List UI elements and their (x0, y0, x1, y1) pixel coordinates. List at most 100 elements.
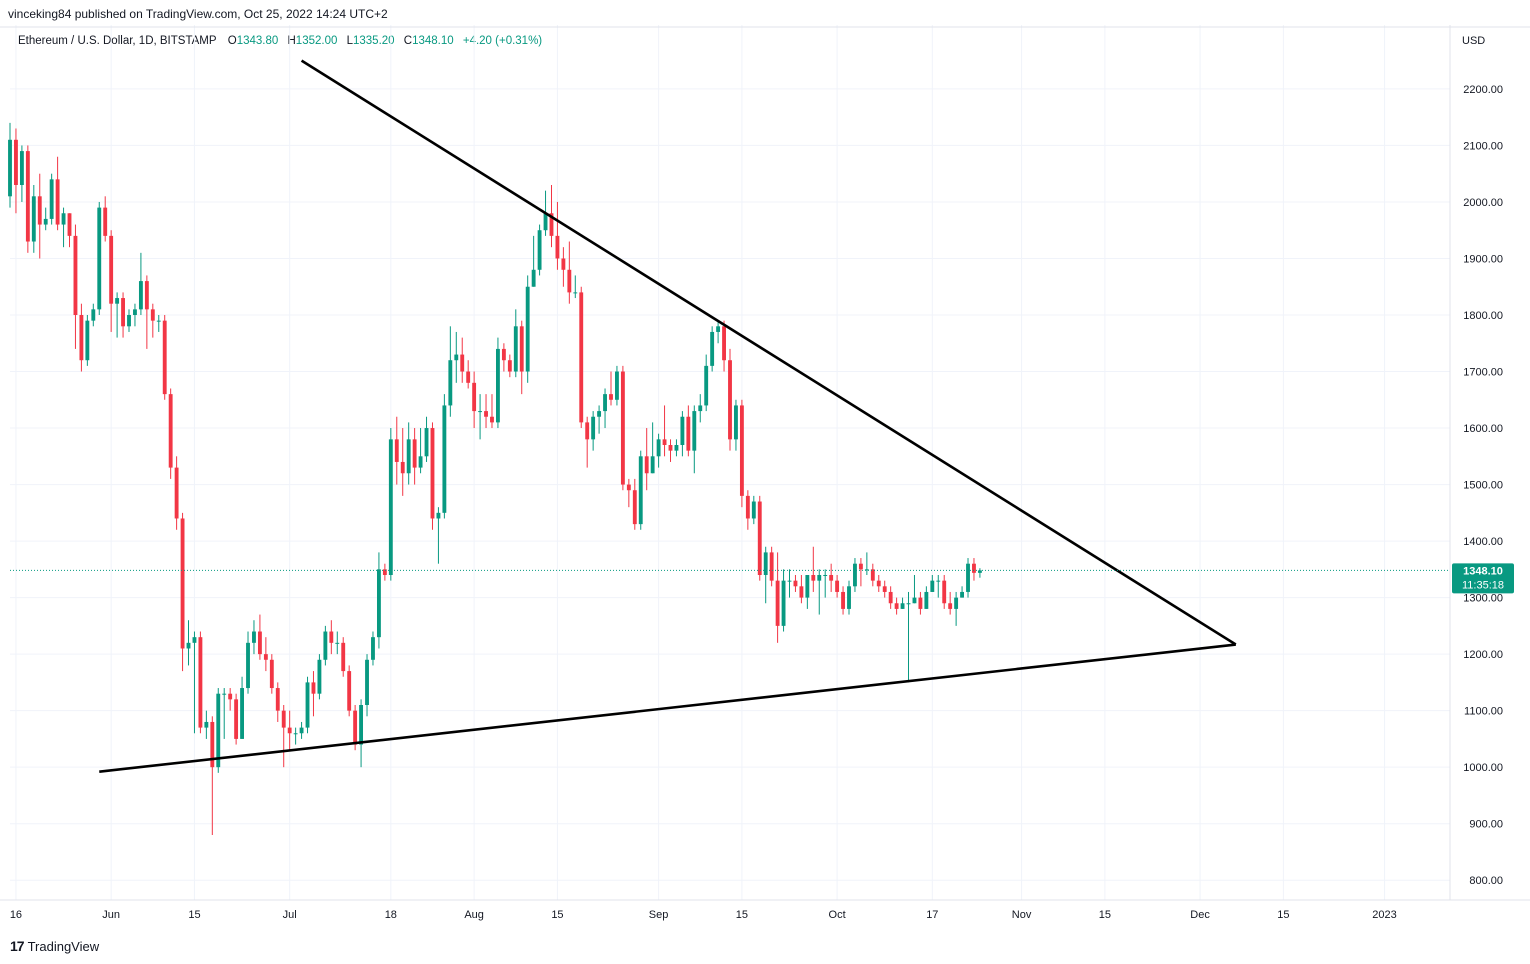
candle (882, 580, 887, 598)
currency-label[interactable]: USD (1462, 35, 1486, 47)
candle-body (906, 603, 911, 605)
candle (204, 710, 209, 739)
x-tick-label: 15 (551, 909, 563, 921)
candle-body (55, 179, 60, 225)
candle-body (954, 597, 959, 609)
candle (79, 303, 84, 372)
candle-body (430, 428, 435, 519)
candle (49, 173, 54, 225)
candle-body (942, 580, 947, 604)
candle-body (144, 281, 149, 310)
candle (484, 394, 488, 429)
candle (341, 637, 346, 677)
candle (281, 705, 286, 768)
candle-body (472, 382, 477, 412)
candle-body (133, 309, 137, 315)
low-value: 1335.20 (352, 35, 395, 47)
candle-body (757, 501, 762, 575)
candle (567, 241, 572, 304)
candle (436, 507, 441, 564)
candle-body (442, 405, 447, 513)
candle (615, 365, 619, 406)
candle (936, 575, 941, 598)
candle (257, 614, 262, 660)
candle (37, 173, 42, 259)
y-tick-label: 1300.00 (1463, 593, 1503, 605)
x-tick-label: 15 (188, 909, 200, 921)
y-tick-label: 1800.00 (1463, 310, 1503, 322)
candle (222, 688, 227, 739)
candle (382, 563, 387, 581)
candle (186, 620, 191, 666)
candle-body (198, 637, 203, 728)
candle-body (138, 281, 143, 310)
candle (460, 337, 465, 383)
publisher-line: vinceking84 published on TradingView.com… (8, 7, 388, 21)
tradingview-brand[interactable]: 17 TradingView (10, 938, 99, 954)
candle-body (531, 269, 536, 287)
candle-body (638, 456, 643, 525)
candle (775, 552, 780, 643)
candle (656, 433, 661, 468)
x-tick-label: Jun (102, 909, 120, 921)
open-label: O (227, 35, 237, 47)
y-tick-label: 1700.00 (1463, 367, 1503, 379)
candle (376, 552, 381, 649)
candle (680, 411, 685, 457)
candle (496, 337, 500, 429)
candle-body (335, 642, 340, 644)
candle (329, 620, 334, 655)
candle-body (745, 495, 750, 519)
candle-body (525, 286, 530, 372)
candle-body (823, 575, 828, 576)
x-tick-label: Aug (464, 909, 484, 921)
candle-body (14, 139, 18, 185)
candle-body (567, 269, 572, 293)
candle (299, 721, 304, 739)
candle (686, 405, 691, 457)
candle (864, 552, 869, 575)
candle (61, 207, 66, 248)
y-tick-label: 1100.00 (1464, 706, 1503, 718)
candle (829, 563, 834, 592)
candle-body (257, 631, 262, 655)
x-tick-label: Sep (649, 909, 669, 921)
candle-body (216, 693, 221, 768)
candle (501, 343, 506, 372)
candle-body (853, 563, 857, 587)
candle (365, 654, 369, 717)
candle (603, 388, 607, 429)
candle (734, 399, 738, 451)
candle (103, 196, 108, 242)
trendline (99, 643, 1236, 773)
candle (156, 315, 161, 332)
candle (466, 360, 471, 389)
candle (198, 631, 203, 734)
candle (168, 388, 173, 479)
x-tick-label: 15 (1277, 909, 1289, 921)
candle-body (454, 354, 459, 361)
candle (31, 185, 36, 253)
candle (472, 371, 477, 429)
candle (573, 275, 578, 299)
candle-body (948, 603, 953, 609)
candle (127, 309, 131, 332)
x-tick-label: 15 (1099, 909, 1111, 921)
open-value: 1343.80 (236, 35, 279, 47)
candle-body (186, 642, 191, 649)
candle (180, 512, 185, 672)
candle-body (496, 348, 500, 423)
candle-body (888, 591, 893, 604)
close-value: 1348.10 (412, 35, 454, 47)
symbol-name[interactable]: Ethereum / U.S. Dollar, 1D, BITSTAMP (18, 35, 217, 47)
candle (317, 654, 322, 700)
candle-body (501, 348, 506, 361)
candle (757, 495, 762, 581)
candle (269, 654, 274, 694)
candle-body (615, 371, 619, 400)
candle-body (674, 445, 679, 451)
candle-body (900, 603, 905, 609)
candle (293, 727, 298, 745)
candle (252, 620, 256, 655)
